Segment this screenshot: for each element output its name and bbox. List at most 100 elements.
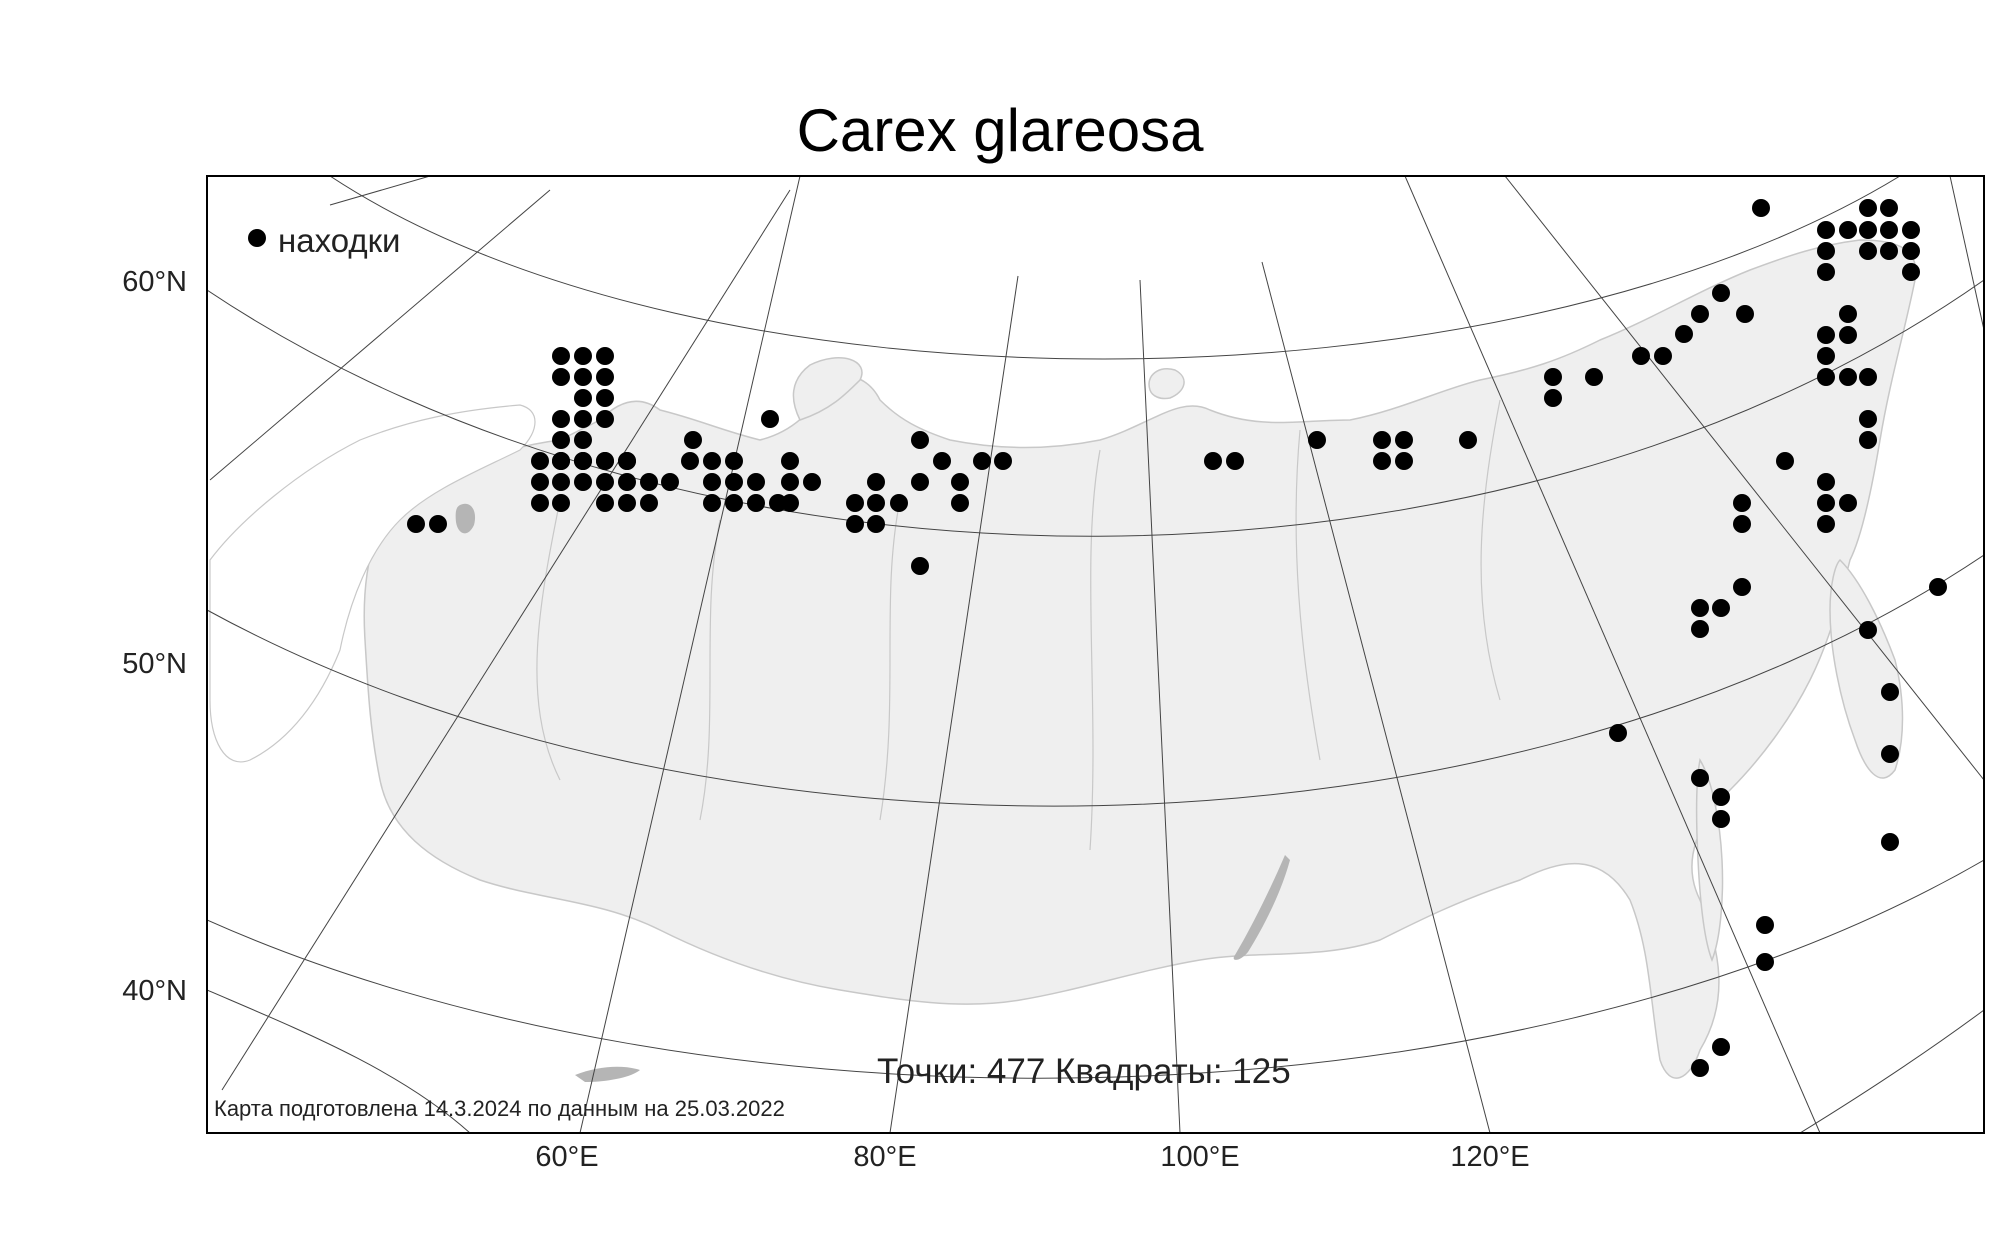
land-kamchatka bbox=[1829, 558, 1904, 779]
occurrence-point bbox=[1691, 305, 1709, 323]
occurrence-point bbox=[596, 452, 614, 470]
legend-marker bbox=[248, 229, 266, 247]
lon-label-120: 120°E bbox=[1450, 1141, 1529, 1173]
occurrence-point bbox=[1929, 578, 1947, 596]
occurrence-point bbox=[574, 410, 592, 428]
occurrence-point bbox=[531, 452, 549, 470]
occurrence-point bbox=[1880, 199, 1898, 217]
occurrence-point bbox=[1733, 494, 1751, 512]
occurrence-point bbox=[803, 473, 821, 491]
occurrence-point bbox=[1691, 620, 1709, 638]
occurrence-point bbox=[1544, 389, 1562, 407]
occurrence-point bbox=[867, 515, 885, 533]
occurrence-point bbox=[552, 347, 570, 365]
occurrence-point bbox=[781, 494, 799, 512]
occurrence-point bbox=[1817, 221, 1835, 239]
occurrence-point bbox=[661, 473, 679, 491]
lat-label-50: 50°N bbox=[122, 648, 187, 680]
occurrence-point bbox=[407, 515, 425, 533]
occurrence-point bbox=[1712, 284, 1730, 302]
occurrence-point bbox=[574, 347, 592, 365]
occurrence-point bbox=[994, 452, 1012, 470]
occurrence-point bbox=[747, 494, 765, 512]
occurrence-point bbox=[781, 452, 799, 470]
occurrence-point bbox=[1691, 599, 1709, 617]
occurrence-point bbox=[1881, 683, 1899, 701]
graticule-meridians bbox=[209, 176, 1984, 1133]
occurrence-point bbox=[531, 473, 549, 491]
occurrence-point bbox=[725, 494, 743, 512]
occurrence-point bbox=[1675, 325, 1693, 343]
occurrence-point bbox=[618, 473, 636, 491]
occurrence-points bbox=[407, 199, 1947, 1077]
stats-text: Точки: 477 Квадраты: 125 bbox=[877, 1052, 1291, 1091]
occurrence-point bbox=[761, 410, 779, 428]
occurrence-point bbox=[618, 452, 636, 470]
occurrence-point bbox=[846, 494, 864, 512]
occurrence-point bbox=[1733, 515, 1751, 533]
occurrence-point bbox=[1752, 199, 1770, 217]
occurrence-point bbox=[1373, 452, 1391, 470]
occurrence-point bbox=[552, 473, 570, 491]
occurrence-point bbox=[1859, 621, 1877, 639]
graticule-parallels bbox=[207, 176, 1984, 1133]
occurrence-point bbox=[725, 473, 743, 491]
occurrence-point bbox=[1839, 326, 1857, 344]
occurrence-point bbox=[911, 431, 929, 449]
lon-label-100: 100°E bbox=[1160, 1141, 1239, 1173]
lake-balkhash bbox=[575, 1066, 640, 1082]
occurrence-point bbox=[1544, 368, 1562, 386]
lon-label-80: 80°E bbox=[853, 1141, 916, 1173]
occurrence-point bbox=[1817, 347, 1835, 365]
occurrence-point bbox=[574, 368, 592, 386]
occurrence-point bbox=[1817, 242, 1835, 260]
occurrence-point bbox=[640, 494, 658, 512]
lake-baikal bbox=[1233, 855, 1290, 960]
occurrence-point bbox=[552, 368, 570, 386]
occurrence-point bbox=[1736, 305, 1754, 323]
occurrence-point bbox=[1902, 221, 1920, 239]
occurrence-point bbox=[1839, 221, 1857, 239]
occurrence-point bbox=[596, 347, 614, 365]
occurrence-point bbox=[618, 494, 636, 512]
lat-label-60: 60°N bbox=[122, 266, 187, 298]
occurrence-point bbox=[684, 431, 702, 449]
occurrence-point bbox=[703, 452, 721, 470]
occurrence-point bbox=[1859, 199, 1877, 217]
occurrence-point bbox=[429, 515, 447, 533]
occurrence-point bbox=[1756, 953, 1774, 971]
land-novaya-zemlya bbox=[792, 357, 863, 421]
lon-label-60: 60°E bbox=[535, 1141, 598, 1173]
occurrence-point bbox=[1817, 368, 1835, 386]
occurrence-point bbox=[1859, 431, 1877, 449]
occurrence-point bbox=[781, 473, 799, 491]
occurrence-point bbox=[596, 368, 614, 386]
occurrence-point bbox=[703, 473, 721, 491]
occurrence-point bbox=[1373, 431, 1391, 449]
occurrence-point bbox=[640, 473, 658, 491]
map-frame bbox=[206, 175, 1985, 1134]
occurrence-point bbox=[1839, 368, 1857, 386]
occurrence-point bbox=[846, 515, 864, 533]
occurrence-point bbox=[1654, 347, 1672, 365]
occurrence-point bbox=[552, 494, 570, 512]
occurrence-point bbox=[1712, 810, 1730, 828]
occurrence-point bbox=[1308, 431, 1326, 449]
occurrence-point bbox=[1902, 263, 1920, 281]
occurrence-point bbox=[1733, 578, 1751, 596]
land-severnaya-zemlya bbox=[1148, 368, 1185, 400]
occurrence-point bbox=[973, 452, 991, 470]
occurrence-point bbox=[1632, 347, 1650, 365]
occurrence-point bbox=[1817, 515, 1835, 533]
occurrence-point bbox=[1776, 452, 1794, 470]
rivers bbox=[536, 399, 1501, 851]
occurrence-point bbox=[1226, 452, 1244, 470]
occurrence-point bbox=[1817, 473, 1835, 491]
occurrence-point bbox=[867, 473, 885, 491]
occurrence-point bbox=[681, 452, 699, 470]
occurrence-point bbox=[552, 452, 570, 470]
occurrence-point bbox=[1459, 431, 1477, 449]
occurrence-point bbox=[574, 431, 592, 449]
occurrence-point bbox=[1880, 242, 1898, 260]
